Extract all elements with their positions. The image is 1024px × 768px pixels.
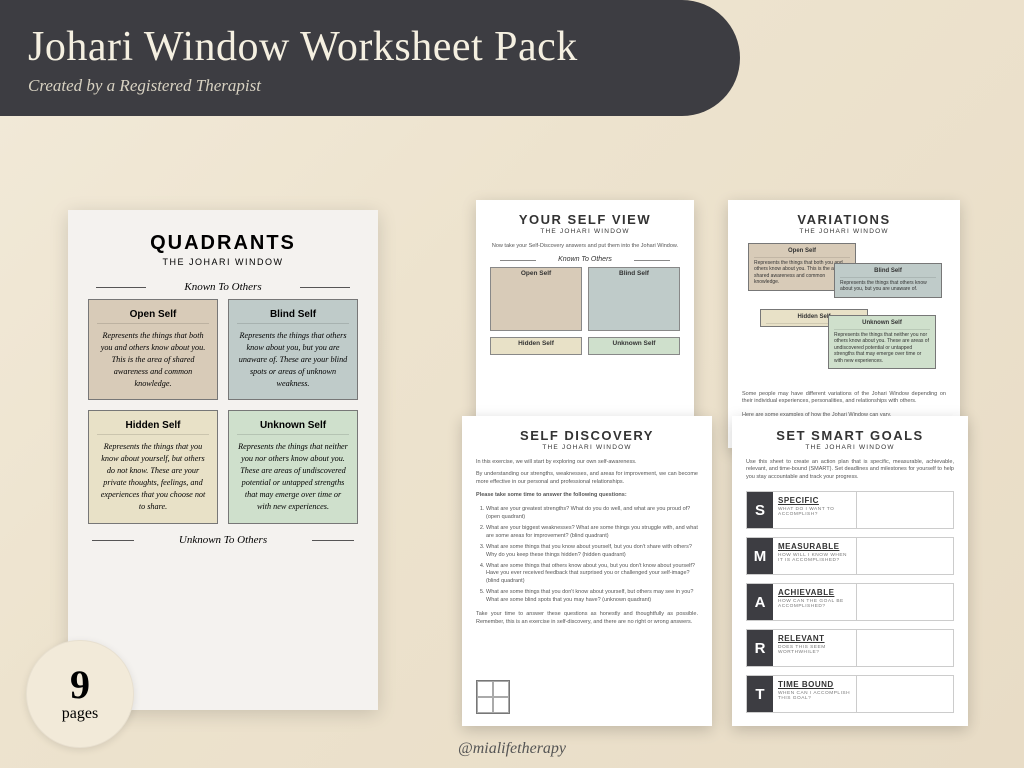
discovery-questions: What are your greatest strengths? What d… [476, 506, 698, 606]
quad-blind-head: Blind Self [237, 306, 349, 324]
badge-number: 9 [70, 665, 90, 705]
quad-blind: Blind Self Represents the things that ot… [228, 299, 358, 400]
variations-stack: Open Self Represents the things that bot… [742, 243, 946, 383]
page-self-view: YOUR SELF VIEW THE JOHARI WINDOW Now tak… [476, 200, 694, 448]
smart-subtitle: THE JOHARI WINDOW [746, 444, 954, 451]
selfview-grid: Open Self Blind Self [490, 267, 680, 331]
smart-row-s: S SPECIFICWHAT DO I WANT TO ACCOMPLISH? [746, 491, 954, 529]
social-handle: @mialifetherapy [0, 740, 1024, 758]
selfview-subtitle: THE JOHARI WINDOW [490, 228, 680, 235]
smart-row-a: A ACHIEVABLEHOW CAN THE GOAL BE ACCOMPLI… [746, 583, 954, 621]
page-smart-goals: SET SMART GOALS THE JOHARI WINDOW Use th… [732, 416, 968, 726]
smart-rows: S SPECIFICWHAT DO I WANT TO ACCOMPLISH? … [746, 491, 954, 713]
quad-unknown: Unknown Self Represents the things that … [228, 410, 358, 523]
discovery-p1: In this exercise, we will start by explo… [476, 459, 698, 466]
discovery-q4: What are some things that others know ab… [486, 563, 698, 587]
axis-unknown-to-others: Unknown To Others [88, 534, 358, 546]
variations-subtitle: THE JOHARI WINDOW [742, 228, 946, 235]
selfview-title: YOUR SELF VIEW [490, 212, 680, 227]
selfview-axis: Known To Others [490, 256, 680, 263]
var-blind: Blind Self Represents the things that ot… [834, 263, 942, 298]
smart-intro: Use this sheet to create an action plan … [746, 459, 954, 481]
badge-label: pages [62, 705, 98, 723]
discovery-p4: Take your time to answer these questions… [476, 611, 698, 626]
selfview-bottom: Hidden Self Unknown Self [490, 337, 680, 355]
axis-known-to-others: Known To Others [88, 281, 358, 293]
quad-open-body: Represents the things that both you and … [97, 330, 209, 389]
discovery-p2: By understanding our strengths, weakness… [476, 471, 698, 486]
discovery-p3: Please take some time to answer the foll… [476, 492, 698, 499]
page-count-badge: 9 pages [26, 640, 134, 748]
smart-row-t: T TIME BOUNDWHEN CAN I ACCOMPLISH THIS G… [746, 675, 954, 713]
quad-hidden-body: Represents the things that you know abou… [97, 441, 209, 512]
header-banner: Johari Window Worksheet Pack Created by … [0, 0, 740, 116]
sv-unknown: Unknown Self [588, 337, 680, 355]
quadrants-subtitle: THE JOHARI WINDOW [88, 257, 358, 267]
smart-row-r: R RELEVANTDOES THIS SEEM WORTHWHILE? [746, 629, 954, 667]
page-variations: VARIATIONS THE JOHARI WINDOW Open Self R… [728, 200, 960, 448]
header-subtitle: Created by a Registered Therapist [28, 76, 690, 96]
quad-unknown-head: Unknown Self [237, 417, 349, 435]
discovery-q2: What are your biggest weaknesses? What a… [486, 525, 698, 541]
quad-blind-body: Represents the things that others know a… [237, 330, 349, 389]
quadrants-title: QUADRANTS [88, 232, 358, 255]
page-quadrants: QUADRANTS THE JOHARI WINDOW Known To Oth… [68, 210, 378, 710]
discovery-q1: What are your greatest strengths? What d… [486, 506, 698, 522]
quadrant-grid: Open Self Represents the things that bot… [88, 299, 358, 524]
smart-row-m: M MEASURABLEHOW WILL I KNOW WHEN IT IS A… [746, 537, 954, 575]
discovery-title: SELF DISCOVERY [476, 428, 698, 443]
variations-title: VARIATIONS [742, 212, 946, 227]
quad-open: Open Self Represents the things that bot… [88, 299, 218, 400]
selfview-intro: Now take your Self-Discovery answers and… [490, 243, 680, 250]
quad-open-head: Open Self [97, 306, 209, 324]
sv-open: Open Self [490, 267, 582, 331]
discovery-q5: What are some things that you don't know… [486, 589, 698, 605]
sv-blind: Blind Self [588, 267, 680, 331]
discovery-subtitle: THE JOHARI WINDOW [476, 444, 698, 451]
discovery-q3: What are some things that you know about… [486, 544, 698, 560]
quad-hidden: Hidden Self Represents the things that y… [88, 410, 218, 523]
page-self-discovery: SELF DISCOVERY THE JOHARI WINDOW In this… [462, 416, 712, 726]
var-unknown: Unknown Self Represents the things that … [828, 315, 936, 369]
quad-hidden-head: Hidden Self [97, 417, 209, 435]
variations-outro: Some people may have different variation… [742, 391, 946, 406]
header-title: Johari Window Worksheet Pack [28, 24, 690, 70]
discovery-grid-icon [476, 680, 510, 714]
smart-title: SET SMART GOALS [746, 428, 954, 443]
sv-hidden: Hidden Self [490, 337, 582, 355]
quad-unknown-body: Represents the things that neither you n… [237, 441, 349, 512]
